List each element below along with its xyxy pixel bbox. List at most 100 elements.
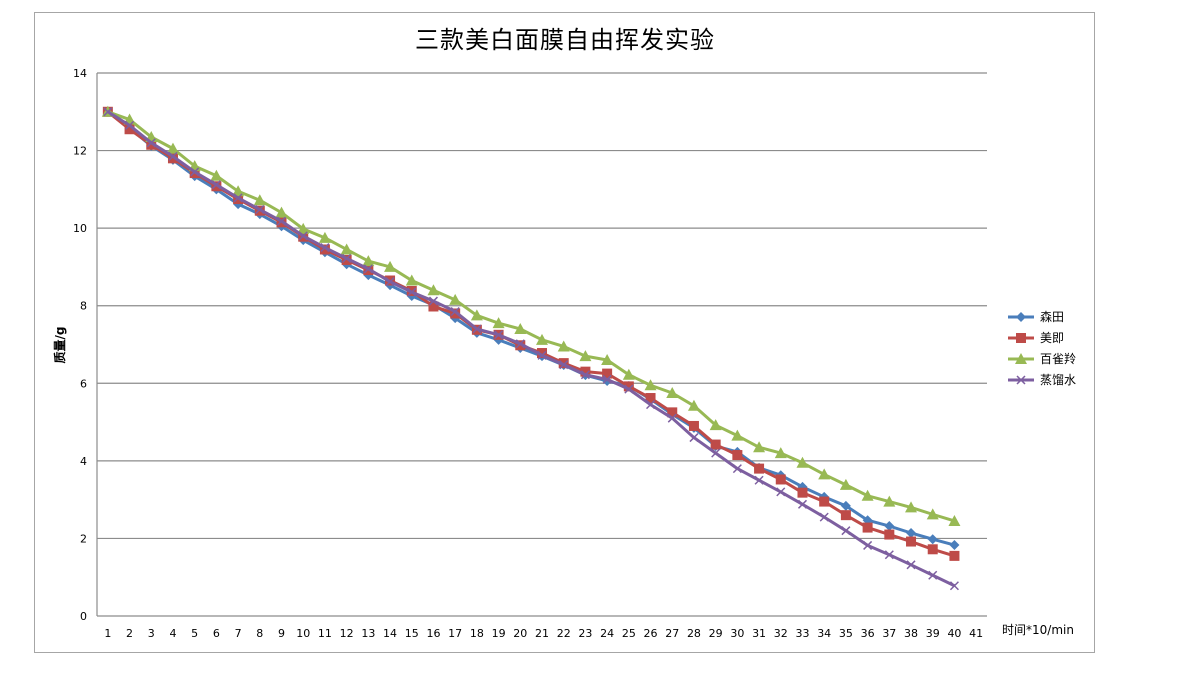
triangle-marker (644, 379, 657, 391)
x-marker (689, 433, 699, 443)
x-tick-label: 2 (126, 627, 133, 640)
x-tick-label: 31 (752, 627, 766, 640)
x-marker (428, 296, 438, 306)
x-marker (754, 475, 764, 485)
x-tick-label: 41 (969, 627, 983, 640)
y-axis-title: 质量/g (52, 327, 67, 364)
x-tick-label: 38 (904, 627, 918, 640)
square-marker (645, 393, 656, 404)
legend-item: 蒸馏水 (1008, 373, 1076, 387)
x-marker (580, 370, 590, 380)
x-marker (146, 138, 156, 148)
x-tick-label: 37 (882, 627, 896, 640)
triangle-marker (557, 340, 570, 352)
x-tick-label: 29 (709, 627, 723, 640)
triangle-marker (492, 317, 505, 329)
series-森田 (102, 106, 960, 551)
x-marker (190, 167, 200, 177)
x-marker (342, 253, 352, 263)
x-tick-label: 30 (730, 627, 744, 640)
x-marker (841, 526, 851, 536)
x-tick-label: 17 (448, 627, 462, 640)
x-tick-label: 23 (578, 627, 592, 640)
diamond-marker (906, 527, 917, 538)
x-marker (125, 120, 135, 130)
x-marker (537, 350, 547, 360)
x-tick-label: 39 (926, 627, 940, 640)
x-marker (1016, 375, 1026, 385)
series-lines (101, 105, 961, 591)
x-marker (949, 581, 959, 591)
square-marker (146, 139, 157, 150)
x-tick-label: 21 (535, 627, 549, 640)
triangle-marker (666, 386, 679, 398)
axes (96, 73, 987, 617)
square-marker (819, 496, 830, 507)
x-marker (667, 413, 677, 423)
square-marker (319, 244, 330, 255)
y-tick-label: 8 (80, 300, 87, 313)
legend-label: 森田 (1040, 309, 1064, 324)
chart-frame (34, 12, 1095, 653)
series-line (106, 110, 955, 547)
square-marker (754, 463, 765, 474)
y-tick-label: 0 (80, 610, 87, 623)
triangle-marker (362, 255, 375, 267)
x-marker (363, 264, 373, 274)
triangle-marker (774, 447, 787, 459)
x-tick-label: 25 (622, 627, 636, 640)
x-marker (494, 330, 504, 340)
triangle-marker (318, 231, 331, 243)
triangle-marker (883, 495, 896, 507)
x-tick-label: 32 (774, 627, 788, 640)
square-marker (927, 544, 938, 555)
x-tick-label: 12 (340, 627, 354, 640)
square-marker (580, 366, 591, 377)
triangle-marker (470, 309, 483, 321)
gridlines (97, 72, 987, 540)
series-百雀羚 (101, 105, 961, 526)
x-tick-label: 13 (361, 627, 375, 640)
triangle-marker (166, 142, 179, 154)
triangle-marker (210, 169, 223, 181)
triangle-marker (818, 468, 831, 480)
y-tick-label: 12 (73, 145, 87, 158)
square-marker (775, 474, 786, 485)
square-marker (688, 420, 699, 431)
diamond-marker (949, 540, 960, 551)
x-marker (732, 464, 742, 474)
x-marker (255, 204, 265, 215)
y-tick-label: 14 (73, 67, 87, 80)
x-tick-label: 5 (191, 627, 198, 640)
x-tick-label: 16 (426, 627, 440, 640)
x-tick-label: 36 (861, 627, 875, 640)
legend-label: 美即 (1040, 331, 1064, 345)
triangle-marker (948, 514, 961, 526)
square-marker (623, 381, 634, 392)
x-marker (819, 512, 829, 522)
x-marker (928, 570, 938, 580)
x-marker (168, 151, 178, 161)
x-marker (385, 277, 395, 287)
square-marker (906, 536, 917, 547)
diamond-marker (840, 500, 851, 511)
x-tick-label: 15 (405, 627, 419, 640)
x-tick-label: 8 (256, 627, 263, 640)
legend-label: 蒸馏水 (1040, 373, 1076, 387)
square-marker (1016, 333, 1026, 343)
triangle-marker (579, 350, 592, 362)
triangle-marker (297, 222, 310, 234)
x-marker (711, 448, 721, 458)
y-tick-label: 4 (80, 455, 87, 468)
triangle-marker (731, 429, 744, 441)
square-marker (840, 510, 851, 521)
triangle-marker (839, 478, 852, 490)
x-tick-label: 28 (687, 627, 701, 640)
x-marker (298, 231, 308, 241)
series-line (107, 110, 955, 523)
triangle-marker (753, 441, 766, 453)
triangle-marker (709, 419, 722, 431)
triangle-marker (275, 206, 288, 218)
